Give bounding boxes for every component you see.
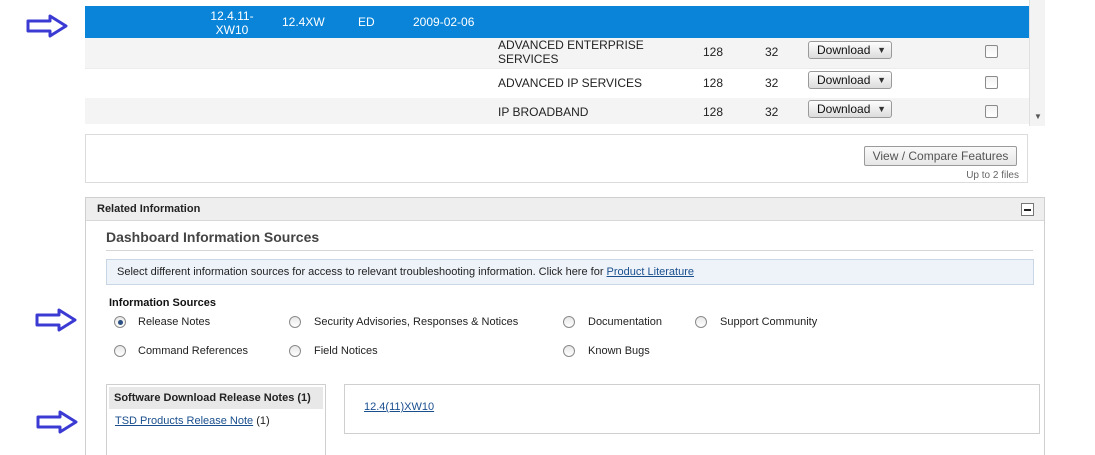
select-checkbox[interactable] [985,45,998,58]
flash-cell: 32 [765,105,779,119]
scroll-down-arrow-icon[interactable]: ▼ [1034,112,1042,121]
documentation-label[interactable]: Documentation [588,316,662,328]
known-bugs-radio[interactable] [563,345,575,357]
download-table: 12.4.11- XW10 12.4XW ED 2009-02-06 ADVAN… [85,0,1029,126]
type-cell: ED [358,15,375,29]
right-arrow-annotation-icon [26,14,68,38]
collapse-minus-icon[interactable] [1021,203,1034,216]
table-scrollbar[interactable] [1029,0,1045,126]
security-advisories-label[interactable]: Security Advisories, Responses & Notices [314,316,519,328]
release-line-2: XW10 [215,23,249,37]
view-compare-features-button[interactable]: View / Compare Features [864,146,1017,166]
image-cell: IP BROADBAND [498,105,589,119]
compare-limit-note: Up to 2 files [966,170,1019,181]
dropdown-caret-icon: ▼ [877,104,886,114]
support-community-radio[interactable] [695,316,707,328]
right-arrow-annotation-icon [36,410,78,434]
dropdown-caret-icon: ▼ [877,45,886,55]
notes-heading: Software Download Release Notes [114,392,295,404]
download-label: Download [817,102,871,116]
release-version-link[interactable]: 12.4(11)XW10 [364,401,435,413]
documentation-radio[interactable] [563,316,575,328]
release-notes-label[interactable]: Release Notes [138,316,211,328]
release-notes-list: Software Download Release Notes (1) TSD … [106,384,326,455]
release-cell: 12.4.11- XW10 [206,9,258,37]
known-bugs-label[interactable]: Known Bugs [588,345,650,357]
related-information-header: Related Information [86,198,1044,221]
image-cell: ADVANCED IP SERVICES [498,76,643,90]
flash-cell: 32 [765,45,779,59]
compare-panel: View / Compare Features Up to 2 files [85,134,1028,183]
flash-cell: 32 [765,76,779,90]
dropdown-caret-icon: ▼ [877,75,886,85]
download-button[interactable]: Download ▼ [808,41,892,59]
notes-item-count: (1) [256,415,270,427]
table-row: ADVANCED IP SERVICES 128 32 Download ▼ [85,68,1029,98]
date-cell: 2009-02-06 [413,15,475,29]
security-advisories-radio[interactable] [289,316,301,328]
release-notes-results: 12.4(11)XW10 [344,384,1040,434]
field-notices-label[interactable]: Field Notices [314,345,378,357]
divider [106,250,1033,251]
info-message: Select different information sources for… [117,266,607,278]
related-information-panel: Related Information Dashboard Informatio… [85,197,1045,455]
download-button[interactable]: Download ▼ [808,100,892,118]
release-notes-list-title: Software Download Release Notes (1) [114,392,311,404]
right-arrow-annotation-icon [35,308,77,332]
field-notices-radio[interactable] [289,345,301,357]
table-row: ADVANCED ENTERPRISE SERVICES 128 32 Down… [85,38,1029,68]
image-cell: ADVANCED ENTERPRISE SERVICES [498,38,644,66]
download-label: Download [817,43,871,57]
download-button[interactable]: Download ▼ [808,71,892,89]
list-item: TSD Products Release Note (1) [115,415,270,427]
command-references-label[interactable]: Command References [138,345,249,357]
train-cell: 12.4XW [282,15,325,29]
image-line-1: ADVANCED ENTERPRISE [498,38,644,52]
related-information-title: Related Information [97,203,201,215]
info-text: Select different information sources for… [117,266,694,278]
dashboard-title: Dashboard Information Sources [106,229,320,245]
info-bar: Select different information sources for… [106,259,1034,285]
release-line-1: 12.4.11- [210,9,254,23]
tsd-products-release-note-link[interactable]: TSD Products Release Note [115,415,254,427]
release-notes-radio[interactable] [114,316,126,328]
dram-cell: 128 [703,76,724,90]
select-checkbox[interactable] [985,76,998,89]
information-sources-heading: Information Sources [109,297,216,309]
select-checkbox[interactable] [985,105,998,118]
selected-release-row[interactable]: 12.4.11- XW10 12.4XW ED 2009-02-06 [85,6,1029,38]
product-literature-link[interactable]: Product Literature [606,266,694,278]
download-label: Download [817,73,871,87]
dram-cell: 128 [703,105,724,119]
command-references-radio[interactable] [114,345,126,357]
image-line-2: SERVICES [498,52,559,66]
release-notes-list-header: Software Download Release Notes (1) [109,387,323,409]
dram-cell: 128 [703,45,724,59]
notes-count: (1) [297,392,311,404]
support-community-label[interactable]: Support Community [720,316,818,328]
table-row: IP BROADBAND 128 32 Download ▼ [85,98,1029,124]
